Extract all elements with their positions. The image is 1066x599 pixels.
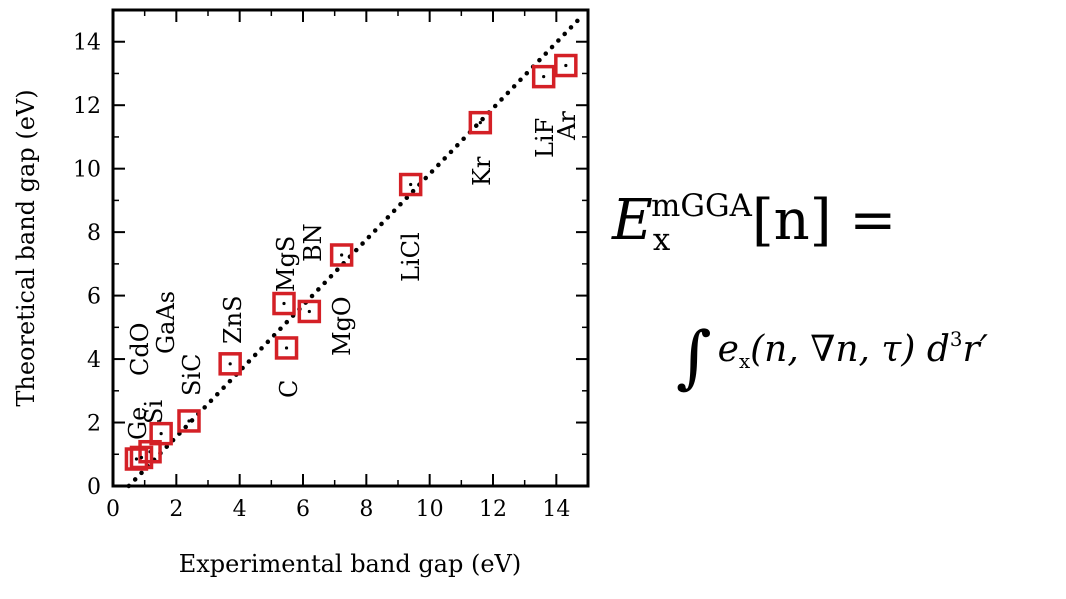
y-axis-title: Theoretical band gap (eV) — [12, 89, 40, 406]
identity-line — [126, 14, 584, 489]
formula-integral-sign: ∫ — [676, 318, 712, 397]
data-point-licl — [398, 172, 423, 197]
data-point-center-licl — [409, 182, 413, 187]
point-label-mgs: MgS — [272, 236, 300, 292]
data-point-ar — [554, 53, 578, 78]
y-tick-label: 10 — [73, 158, 101, 183]
data-markers — [124, 53, 578, 471]
x-tick-label: 8 — [359, 497, 373, 522]
point-label-si: Si — [140, 400, 168, 424]
x-tick-label: 12 — [479, 497, 507, 522]
formula-density-symbol: e — [717, 328, 739, 370]
x-tick-label: 10 — [416, 497, 444, 522]
data-point-kr — [468, 110, 493, 135]
y-tick-label: 4 — [87, 348, 101, 373]
point-label-kr: Kr — [468, 156, 496, 186]
data-point-center-ge — [134, 457, 139, 461]
data-point-bn — [297, 299, 322, 324]
point-label-licl: LiCl — [397, 232, 425, 282]
formula-energy-subscript: x — [652, 221, 671, 258]
x-tick-label: 2 — [169, 497, 183, 522]
plot-frame — [111, 8, 590, 488]
x-tick-label: 0 — [106, 497, 120, 522]
data-point-center-c — [284, 346, 289, 350]
point-label-zns: ZnS — [219, 295, 247, 344]
data-point-c — [274, 336, 299, 360]
formula-energy-superscript: mGGA — [651, 188, 752, 224]
x-axis-title: Experimental band gap (eV) — [179, 550, 522, 578]
data-point-center-bn — [307, 309, 311, 314]
point-label-cdo: CdO — [126, 323, 154, 376]
formula-line-1: ExmGGA[n] = — [612, 188, 896, 258]
data-point-center-cdo — [139, 455, 144, 460]
y-tick-label: 2 — [87, 412, 101, 437]
data-point-sic — [177, 409, 201, 433]
y-tick-label: 6 — [87, 285, 101, 310]
axis-ticks — [112, 10, 588, 487]
formula-density-subscript: x — [738, 349, 751, 373]
formula-energy-argument: [n] = — [751, 188, 897, 254]
point-label-lif: LiF — [531, 118, 559, 158]
data-point-center-zns — [228, 362, 232, 366]
point-label-mgo: MgO — [328, 296, 356, 356]
x-tick-label: 6 — [296, 497, 310, 522]
y-tick-label: 14 — [73, 31, 101, 56]
x-tick-label: 4 — [233, 497, 247, 522]
point-label-ar: Ar — [553, 111, 581, 141]
point-label-gaas: GaAs — [152, 291, 180, 354]
point-label-bn: BN — [299, 223, 327, 262]
x-tick-label: 14 — [542, 497, 570, 522]
data-point-mgo — [329, 243, 354, 267]
y-tick-label: 8 — [87, 221, 101, 246]
data-point-mgs — [272, 291, 296, 316]
data-point-center-mgo — [340, 253, 344, 257]
data-point-lif — [531, 64, 556, 89]
data-point-center-lif — [542, 75, 546, 79]
y-tick-label: 12 — [73, 94, 101, 119]
data-point-center-sic — [187, 419, 191, 423]
formula-line-2: ∫ ex(n, ∇n, τ) d3r′ — [676, 318, 988, 397]
point-label-sic: SiC — [178, 354, 206, 396]
formula-volume-variable: r′ — [962, 328, 988, 370]
point-label-ge: Ge — [124, 407, 152, 440]
formula-power: 3 — [949, 328, 963, 352]
data-point-gaas — [149, 421, 173, 446]
formula-density-arguments: (n, ∇n, τ) d — [750, 328, 950, 370]
point-label-c: C — [275, 380, 303, 398]
formula-energy-symbol: E — [612, 188, 653, 254]
data-point-center-ar — [564, 63, 568, 68]
tick-labels: 0 2 4 6 8 10 12 14 0 2 4 6 8 10 12 14 — [73, 31, 570, 522]
data-point-cdo — [129, 445, 154, 470]
data-point-center-mgs — [282, 301, 286, 306]
y-tick-label: 0 — [87, 475, 101, 500]
data-point-center-gaas — [159, 432, 163, 436]
data-point-center-kr — [478, 121, 482, 125]
data-point-zns — [218, 352, 242, 376]
